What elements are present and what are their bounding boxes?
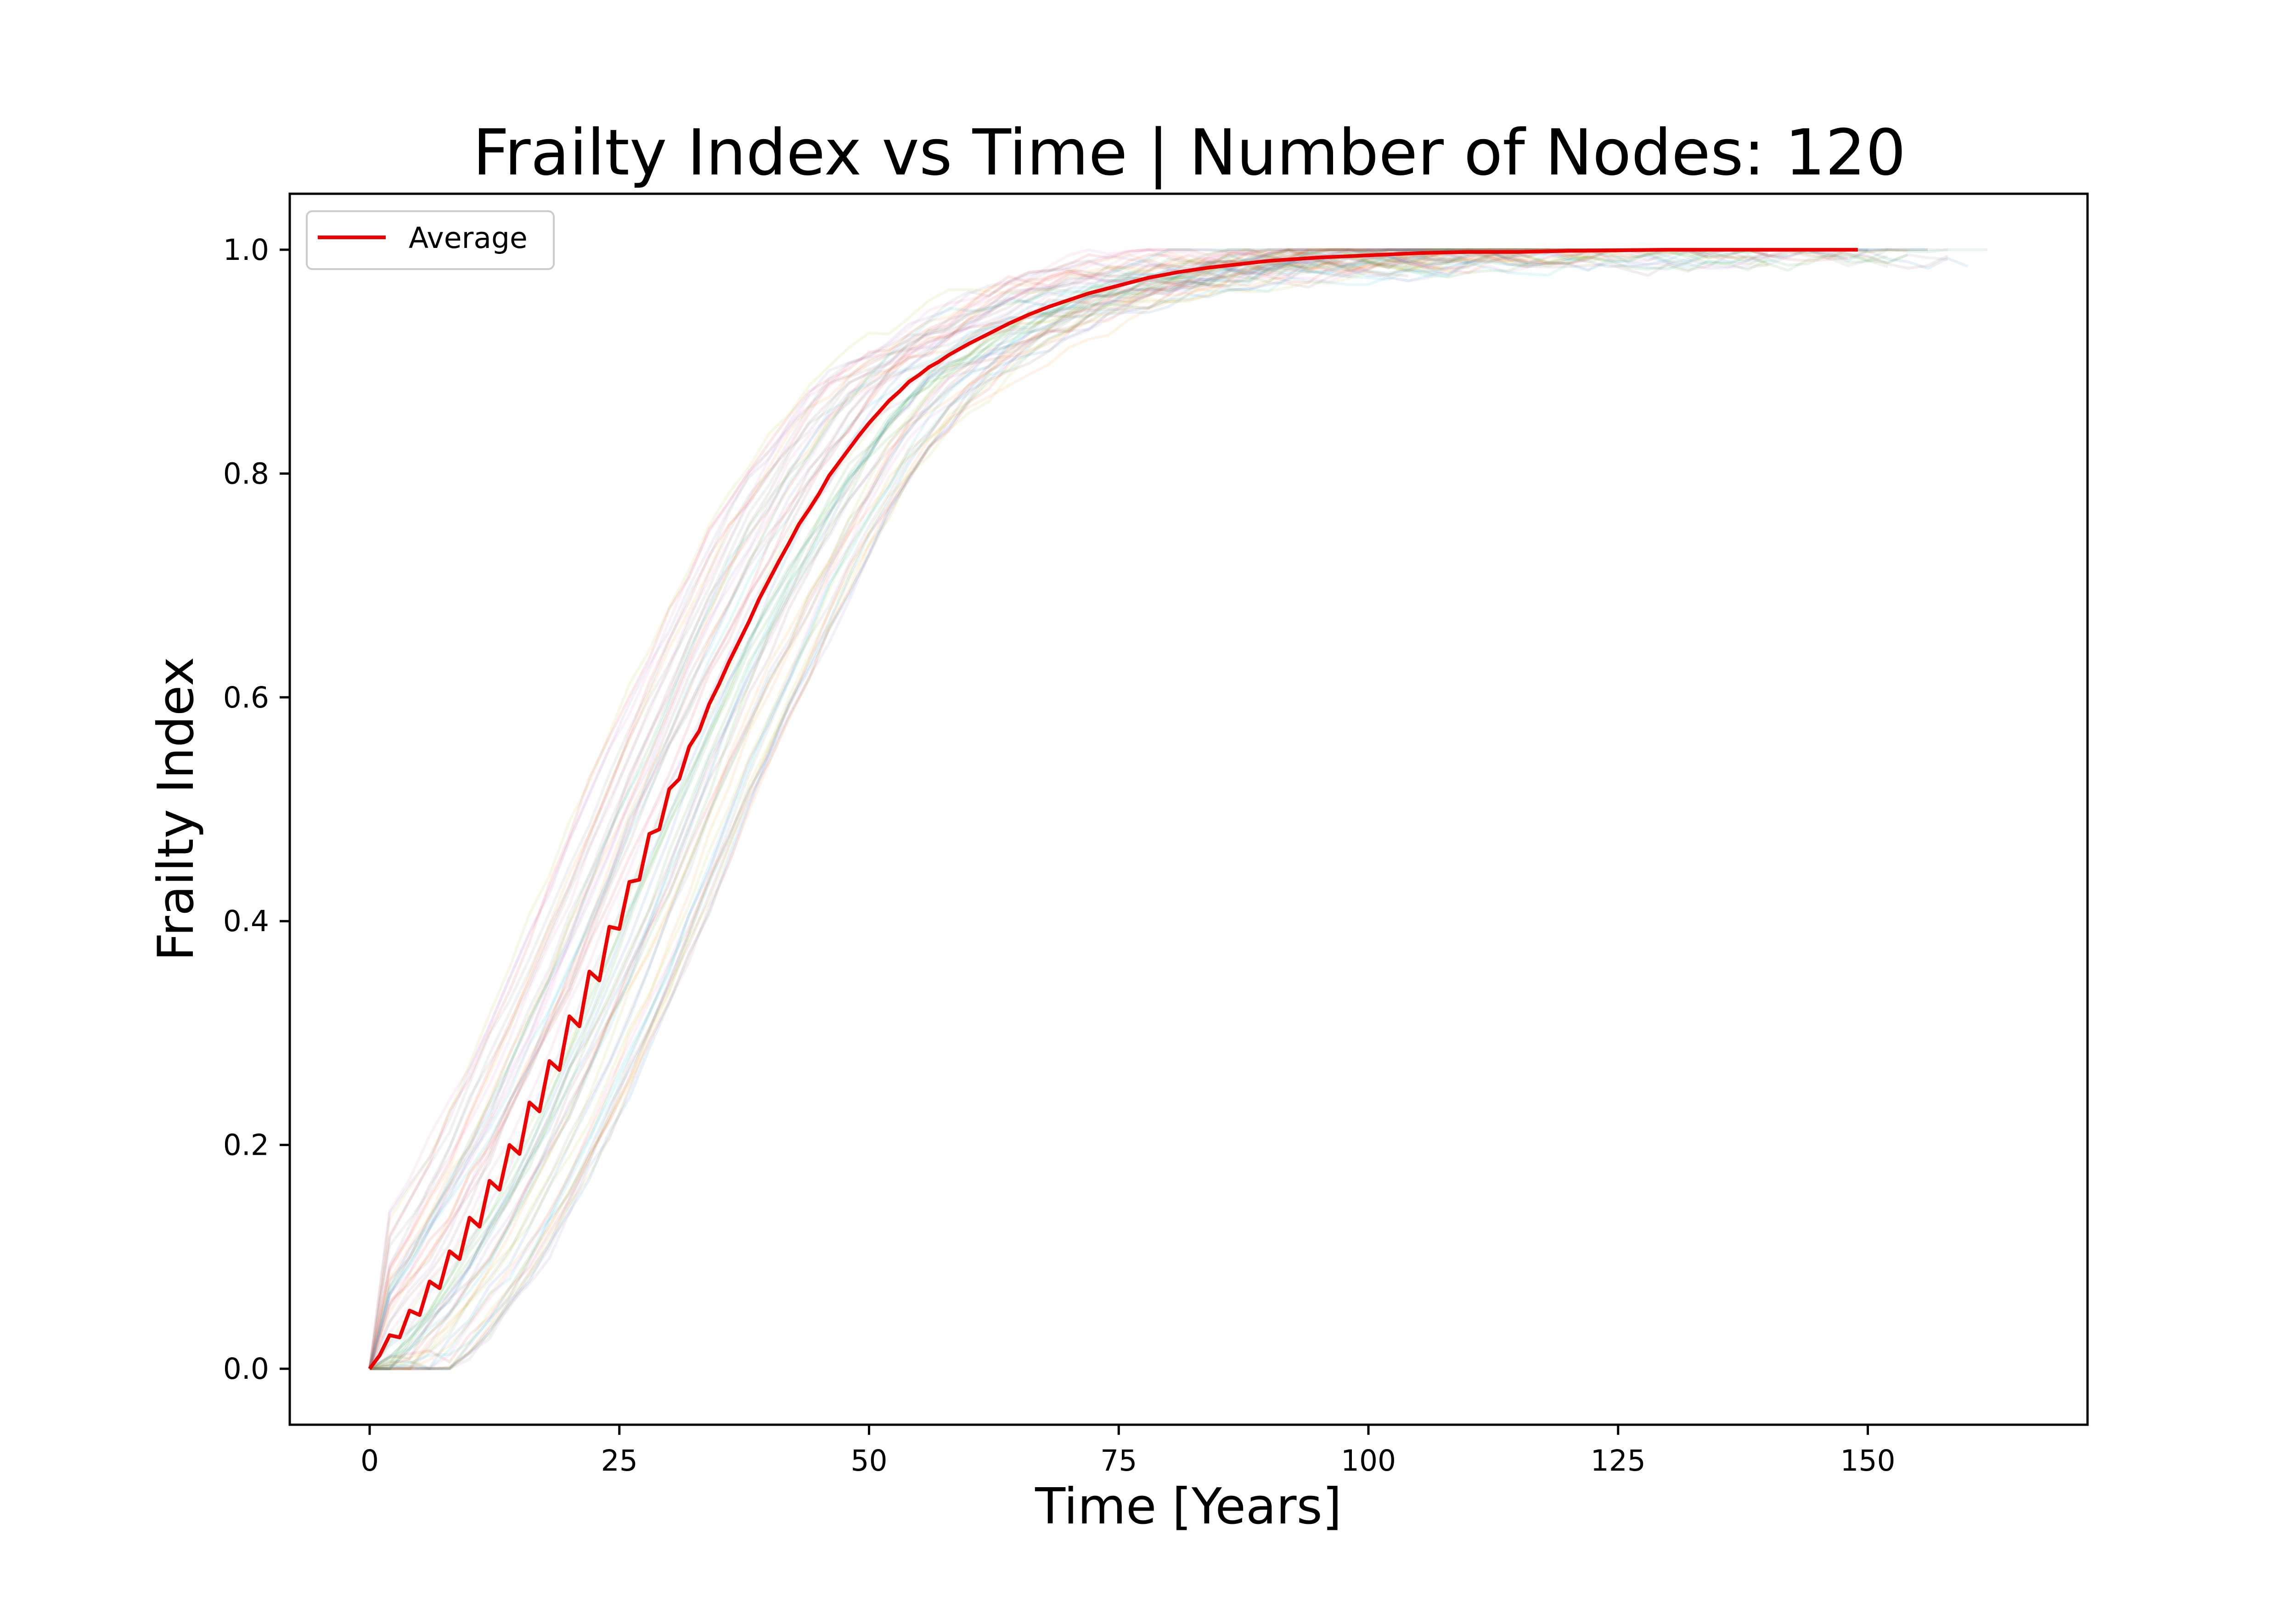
background-run-line [368, 250, 1409, 1369]
plot-frame [288, 192, 2089, 1426]
background-run-line [368, 248, 1469, 1369]
x-tick-label: 125 [1591, 1444, 1646, 1478]
y-tick-label: 0.0 [223, 1352, 269, 1386]
x-tick-label: 25 [601, 1444, 638, 1478]
background-run-line [369, 253, 1469, 1370]
background-run-line [369, 248, 1548, 1370]
background-run-line [369, 248, 1589, 1371]
background-run-line [368, 248, 1969, 1370]
legend-label-average: Average [409, 221, 528, 255]
background-run-line [368, 248, 1449, 1369]
background-run-line [369, 253, 1469, 1371]
background-run-line [368, 248, 1588, 1370]
average-line [368, 247, 1858, 1370]
legend: Average [306, 210, 555, 270]
background-run-line [370, 250, 1768, 1371]
background-run-line [368, 248, 1928, 1369]
x-axis-ticks: 0 25 50 75 100 125 150 [360, 1425, 1896, 1478]
background-run-line [368, 248, 1569, 1369]
background-run-line [370, 248, 1309, 1371]
x-axis-label: Time [Years] [1035, 1478, 1342, 1535]
background-run-line [368, 248, 1768, 1369]
x-tick-label: 0 [360, 1444, 379, 1478]
average-series [368, 247, 1858, 1370]
background-run-line [369, 248, 1848, 1371]
background-run-line [370, 248, 1688, 1371]
background-run-line [368, 248, 1628, 1369]
y-tick-label: 1.0 [223, 233, 269, 267]
background-run-line [370, 248, 1529, 1371]
background-run-line [369, 269, 1409, 1371]
y-axis-ticks: 0.0 0.2 0.4 0.6 0.8 1.0 [223, 233, 290, 1386]
legend-box [306, 210, 555, 270]
y-axis-label: Frailty Index [147, 657, 205, 961]
background-run-line [370, 250, 1529, 1371]
background-run-line [369, 248, 1709, 1370]
background-run-line [368, 255, 1429, 1369]
background-run-line [370, 251, 1769, 1371]
background-run-line [368, 248, 1748, 1369]
background-run-line [368, 248, 1608, 1369]
y-tick-label: 0.8 [223, 457, 269, 490]
background-run-line [368, 248, 1768, 1370]
background-run-line [368, 248, 1769, 1370]
x-tick-label: 150 [1840, 1444, 1895, 1478]
background-run-line [368, 248, 1349, 1369]
background-run-line [369, 248, 1588, 1370]
y-tick-label: 0.4 [223, 905, 269, 938]
background-run-line [368, 248, 1529, 1369]
x-tick-label: 50 [850, 1444, 887, 1478]
chart-title: Frailty Index vs Time | Number of Nodes:… [473, 116, 1906, 190]
y-tick-label: 0.2 [223, 1129, 269, 1162]
x-tick-label: 100 [1341, 1444, 1396, 1478]
background-run-line [368, 248, 1708, 1369]
background-run-line [369, 248, 1448, 1370]
background-run-line [368, 248, 1528, 1369]
background-run-line [370, 248, 1988, 1371]
background-run-line [370, 253, 1789, 1371]
x-tick-label: 75 [1100, 1444, 1137, 1478]
background-run-line [370, 248, 1728, 1371]
y-tick-label: 0.6 [223, 681, 269, 714]
